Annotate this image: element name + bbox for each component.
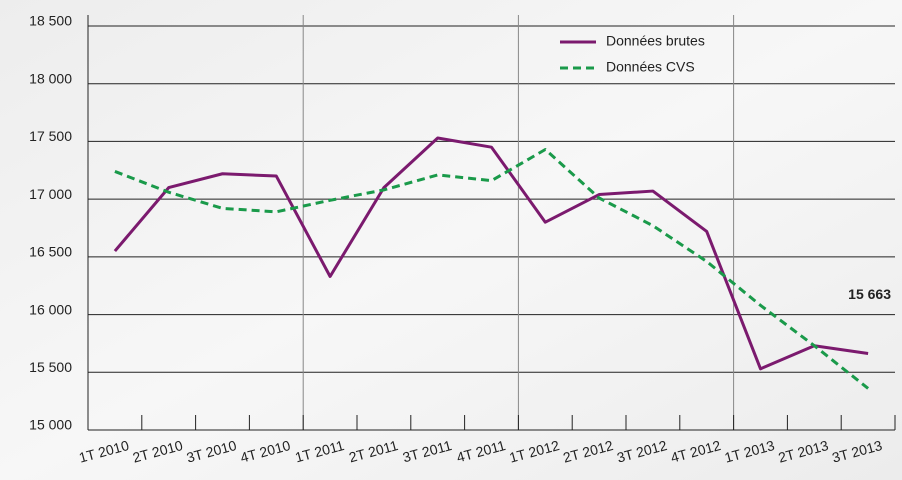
y-tick-label: 16 000 (29, 301, 72, 317)
series-line (114, 148, 870, 390)
legend-label: Données brutes (606, 33, 705, 49)
y-tick-label: 15 000 (29, 417, 72, 433)
y-tick-label: 18 500 (29, 13, 72, 29)
y-tick-label: 17 000 (29, 186, 72, 202)
y-tick-label: 18 000 (29, 70, 72, 86)
series-line (113, 136, 869, 371)
y-tick-label: 16 500 (29, 244, 72, 260)
y-tick-label: 17 500 (29, 128, 72, 144)
annotation: 15 663 (848, 286, 891, 302)
y-tick-label: 15 500 (29, 359, 72, 375)
legend-label: Données CVS (606, 59, 695, 75)
